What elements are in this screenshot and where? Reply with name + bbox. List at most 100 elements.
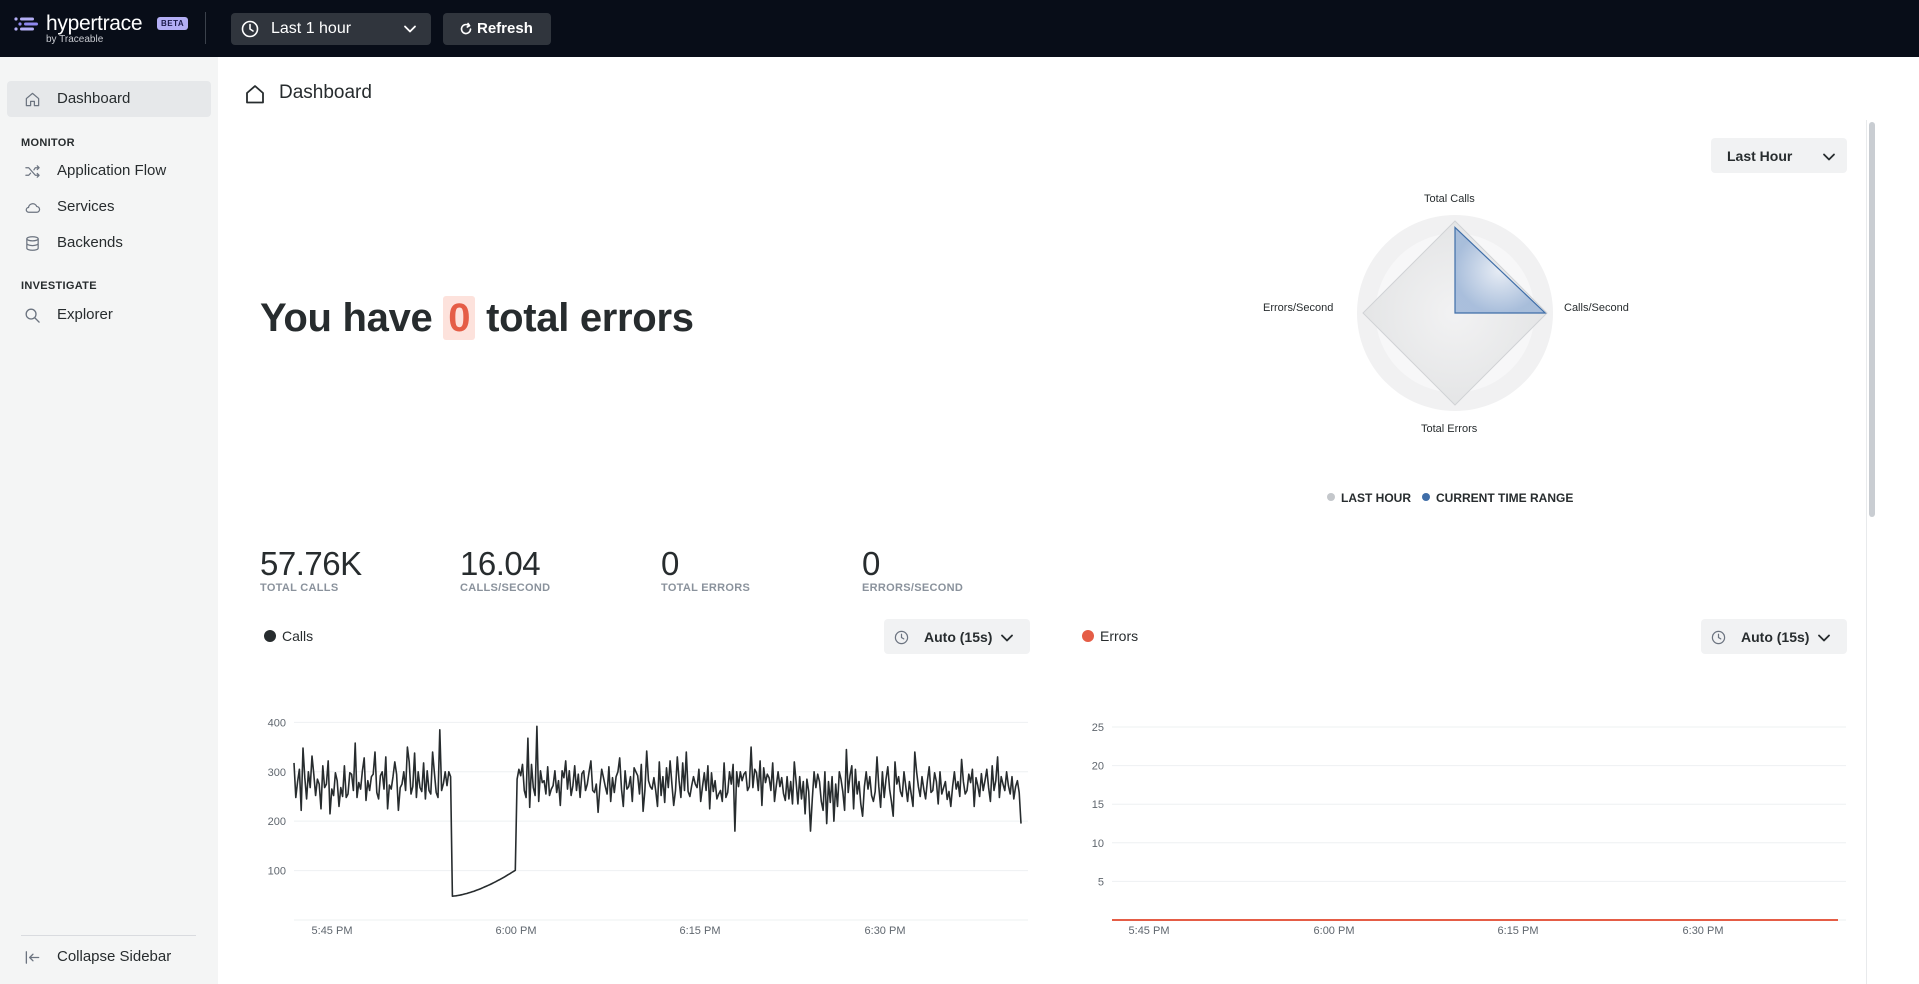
refresh-icon xyxy=(460,22,472,35)
metric-value: 0 xyxy=(862,545,880,582)
scrollbar-track xyxy=(1866,120,1867,984)
home-icon xyxy=(246,85,264,104)
refresh-label: Refresh xyxy=(477,20,533,37)
metric-caption: TOTAL CALLS xyxy=(260,582,339,594)
metric-caption: ERRORS/SECOND xyxy=(862,582,964,594)
y-tick-label: 400 xyxy=(268,717,286,729)
errors-line-chart: 5 10 15 20 25 5:45 PM 6:00 PM 6:15 PM 6:30 PM xyxy=(1092,722,1846,937)
metric-total-calls: 57.76K TOTAL CALLS xyxy=(260,545,362,594)
sidebar-item-explorer[interactable]: Explorer xyxy=(7,297,211,333)
radar-axis-label: Calls/Second xyxy=(1564,302,1629,314)
radar-axis-label: Total Errors xyxy=(1421,423,1478,435)
database-icon xyxy=(26,236,39,251)
sidebar-item-backends[interactable]: Backends xyxy=(7,225,211,261)
sidebar-item-label: Collapse Sidebar xyxy=(57,948,172,965)
x-tick-label: 5:45 PM xyxy=(1129,925,1170,937)
x-tick-label: 6:15 PM xyxy=(1498,925,1539,937)
calls-title-label: Calls xyxy=(282,628,314,644)
calls-line-chart: 100 200 300 400 5:45 PM 6:00 PM 6:15 PM 6:30 PM xyxy=(268,717,1028,937)
sidebar-divider xyxy=(21,935,196,936)
y-tick-label: 300 xyxy=(268,767,286,779)
collapse-icon xyxy=(25,951,40,964)
radar-axis-label: Errors/Second xyxy=(1263,302,1334,314)
x-tick-label: 6:00 PM xyxy=(1314,925,1355,937)
collapse-sidebar-button[interactable]: Collapse Sidebar xyxy=(7,939,211,975)
beta-badge: BETA xyxy=(157,17,189,30)
sidebar-item-application-flow[interactable]: Application Flow xyxy=(7,153,211,189)
legend-label: LAST HOUR xyxy=(1341,491,1411,505)
legend-dot xyxy=(1327,493,1335,501)
metric-errors-per-second: 0 ERRORS/SECOND xyxy=(862,545,963,594)
errors-interval-select[interactable]: Auto (15s) xyxy=(1701,619,1847,654)
time-range-select[interactable]: Last 1 hour xyxy=(231,13,431,45)
metric-value: 57.76K xyxy=(260,545,362,582)
sidebar-item-services[interactable]: Services xyxy=(7,189,211,225)
metric-value: 0 xyxy=(661,545,679,582)
topbar-divider xyxy=(205,12,206,44)
investigate-heading: INVESTIGATE xyxy=(21,280,97,292)
x-tick-label: 6:15 PM xyxy=(680,925,721,937)
time-range-label: Last 1 hour xyxy=(271,20,352,37)
clock-icon xyxy=(1711,630,1726,645)
errors-chart-title: Errors xyxy=(1082,628,1138,644)
radar-axis-label: Total Calls xyxy=(1424,193,1475,205)
chevron-down-icon xyxy=(404,25,416,33)
radar-chart xyxy=(1357,215,1553,411)
hypertrace-logo[interactable]: hypertrace BETA by Traceable xyxy=(14,12,194,46)
sidebar-item-label: Services xyxy=(57,198,115,215)
brand-subtitle: by Traceable xyxy=(46,34,104,45)
metric-caption: TOTAL ERRORS xyxy=(661,582,751,594)
headline-prefix: You have xyxy=(260,296,433,340)
sidebar-item-label: Dashboard xyxy=(57,90,131,107)
x-tick-label: 5:45 PM xyxy=(312,925,353,937)
top-bar: hypertrace BETA by Traceable Last 1 hour… xyxy=(0,0,1919,57)
brand-name: hypertrace xyxy=(46,12,143,35)
scrollbar-thumb[interactable] xyxy=(1869,122,1875,517)
legend-dot xyxy=(1422,493,1430,501)
calls-interval-select[interactable]: Auto (15s) xyxy=(884,619,1030,654)
headline-suffix: total errors xyxy=(486,296,694,340)
calls-interval-label: Auto (15s) xyxy=(924,629,993,645)
errors-title-label: Errors xyxy=(1100,628,1139,644)
chevron-down-icon xyxy=(1818,634,1830,642)
clock-icon xyxy=(894,630,909,645)
sidebar-item-label: Explorer xyxy=(57,306,113,323)
metric-total-errors: 0 TOTAL ERRORS xyxy=(661,545,750,594)
legend-label: CURRENT TIME RANGE xyxy=(1436,491,1574,505)
sidebar: Dashboard MONITOR Application Flow Servi… xyxy=(0,57,218,984)
x-tick-label: 6:00 PM xyxy=(496,925,537,937)
cloud-icon xyxy=(25,203,41,213)
y-tick-label: 25 xyxy=(1092,722,1104,734)
metric-value: 16.04 xyxy=(460,545,541,582)
refresh-button[interactable]: Refresh xyxy=(443,13,551,45)
y-tick-label: 20 xyxy=(1092,761,1104,773)
sidebar-item-dashboard[interactable]: Dashboard xyxy=(7,81,211,117)
calls-series-line xyxy=(293,725,1022,897)
page-title: Dashboard xyxy=(279,82,372,103)
radar-time-select[interactable]: Last Hour xyxy=(1711,138,1847,173)
radar-legend-last-hour: LAST HOUR xyxy=(1327,491,1411,505)
error-count: 0 xyxy=(443,296,476,340)
clock-icon xyxy=(241,20,259,38)
sidebar-item-label: Application Flow xyxy=(57,162,167,179)
monitor-heading: MONITOR xyxy=(21,137,75,149)
series-dot xyxy=(264,630,276,642)
y-tick-label: 100 xyxy=(268,866,286,878)
metric-caption: CALLS/SECOND xyxy=(460,582,551,594)
y-tick-label: 15 xyxy=(1092,799,1104,811)
y-tick-label: 200 xyxy=(268,816,286,828)
home-icon xyxy=(25,92,40,107)
calls-chart-title: Calls xyxy=(264,628,313,644)
logo-icon xyxy=(14,17,38,31)
errors-headline: You have 0 total errors xyxy=(260,296,694,341)
metric-calls-per-second: 16.04 CALLS/SECOND xyxy=(460,545,550,594)
search-icon xyxy=(25,308,40,323)
chevron-down-icon xyxy=(1823,153,1835,161)
radar-series-current xyxy=(1454,226,1547,314)
series-dot xyxy=(1082,630,1094,642)
radar-time-label: Last Hour xyxy=(1727,148,1793,164)
shuffle-icon xyxy=(25,165,40,178)
y-tick-label: 5 xyxy=(1098,876,1104,888)
errors-interval-label: Auto (15s) xyxy=(1741,629,1810,645)
y-tick-label: 10 xyxy=(1092,838,1104,850)
